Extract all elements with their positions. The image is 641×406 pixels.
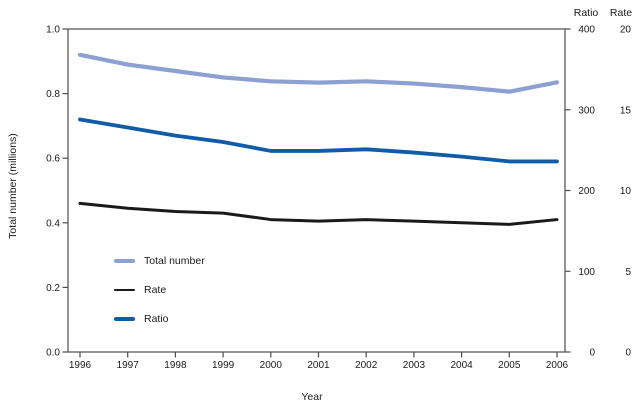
left-axis-tick-label: 0.2: [46, 283, 60, 294]
left-axis-tick-label: 0.0: [46, 348, 60, 359]
x-axis-tick-label: 2004: [450, 360, 473, 371]
left-axis-tick-label: 0.8: [46, 89, 60, 100]
legend: Total number Rate Ratio: [114, 253, 205, 340]
legend-label: Rate: [144, 284, 167, 296]
x-axis-tick-label: 2003: [403, 360, 426, 371]
legend-item-total-number: Total number: [114, 253, 205, 269]
x-axis-tick-label: 2005: [498, 360, 521, 371]
rate-axis-tick-label: 15: [620, 105, 632, 116]
ratio-line-swatch: [114, 317, 135, 321]
rate-axis-tick-label: 0: [625, 348, 631, 359]
ratio-axis-tick-label: 400: [578, 25, 595, 36]
legend-item-ratio: Ratio: [114, 311, 205, 327]
series-line-total-number: [77, 52, 560, 94]
ratio-axis-tick-label: 200: [578, 186, 595, 197]
rate-axis-tick-label: 5: [625, 267, 631, 278]
x-axis-tick-label: 2002: [355, 360, 378, 371]
rate-line-swatch: [114, 288, 135, 292]
ratio-axis-tick-label: 0: [589, 348, 595, 359]
legend-label: Total number: [144, 255, 205, 267]
rate-axis-tick-label: 20: [620, 25, 632, 36]
rate-axis-tick-label: 10: [620, 186, 632, 197]
rate-axis-header: Rate: [609, 7, 633, 19]
ratio-axis-tick-label: 300: [578, 105, 595, 116]
x-axis-title: Year: [301, 391, 323, 403]
legend-item-rate: Rate: [114, 282, 205, 298]
left-axis-tick-label: 1.0: [46, 25, 60, 36]
series-line-rate: [78, 201, 559, 226]
x-axis-tick-label: 2001: [307, 360, 330, 371]
y-axis-title: Total number (millions): [7, 133, 19, 239]
legend-label: Ratio: [144, 313, 169, 325]
left-axis-tick-label: 0.4: [46, 218, 60, 229]
ratio-axis-header: Ratio: [573, 7, 599, 19]
x-axis-tick-label: 1999: [212, 360, 235, 371]
left-axis-tick-label: 0.6: [46, 154, 60, 165]
x-axis-tick-label: 2000: [260, 360, 283, 371]
x-axis-tick-label: 1997: [117, 360, 140, 371]
x-axis-tick-label: 1996: [69, 360, 92, 371]
total-number-line-swatch: [114, 259, 135, 263]
series-line-ratio: [78, 117, 559, 164]
x-axis-tick-label: 2006: [546, 360, 569, 371]
x-axis-tick-label: 1998: [164, 360, 187, 371]
ratio-axis-tick-label: 100: [578, 267, 595, 278]
